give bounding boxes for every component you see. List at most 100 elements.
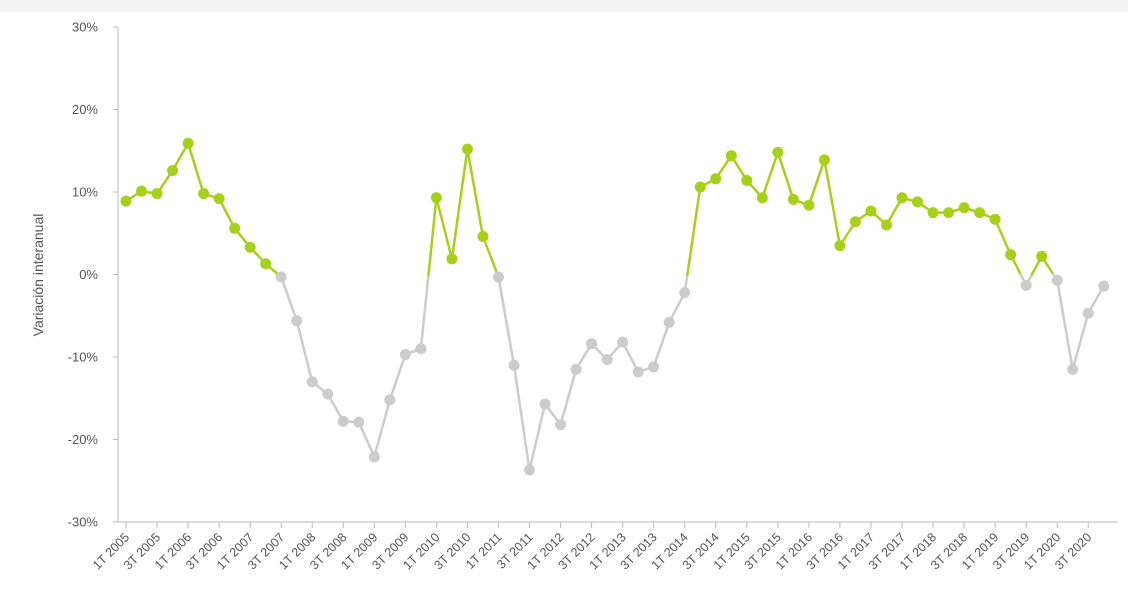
data-point	[539, 398, 551, 410]
data-point	[244, 241, 256, 253]
data-point	[943, 207, 955, 219]
data-point	[337, 415, 349, 427]
series-segment	[559, 368, 578, 426]
y-axis-label: Variación interanual	[30, 214, 46, 337]
series-segment	[186, 142, 205, 195]
data-point	[648, 361, 660, 373]
series-segment	[450, 147, 469, 261]
top-bar	[0, 0, 1128, 12]
data-point	[182, 137, 194, 149]
series-segment	[435, 196, 454, 261]
data-point	[508, 359, 520, 371]
data-point	[136, 185, 148, 197]
series-segment	[652, 321, 671, 369]
data-point	[213, 193, 225, 205]
data-point	[756, 192, 768, 204]
data-point	[787, 193, 799, 205]
data-point	[492, 271, 504, 283]
data-point	[151, 188, 163, 200]
series-segment	[497, 275, 516, 367]
data-point	[198, 188, 210, 200]
y-axis: 30% 20% 10% 0% -10% -20% -30%	[68, 20, 119, 530]
data-point	[1005, 249, 1017, 261]
y-tick-label: 0%	[79, 267, 98, 282]
data-point	[772, 146, 784, 158]
data-point	[989, 213, 1001, 225]
data-point	[1051, 274, 1063, 286]
data-point	[663, 316, 675, 328]
series-segment	[667, 291, 686, 324]
data-point	[353, 416, 365, 428]
data-point	[120, 195, 132, 207]
series-segment	[686, 185, 702, 276]
data-point	[477, 231, 489, 243]
series-segment	[419, 273, 430, 350]
y-tick-label: 10%	[72, 185, 98, 200]
data-point	[1020, 279, 1032, 291]
y-tick-label: -10%	[68, 350, 99, 365]
series-segment	[761, 151, 780, 200]
data-point	[570, 363, 582, 375]
series-segment	[481, 235, 499, 276]
data-point	[446, 253, 458, 265]
data-point	[617, 336, 629, 348]
series-segment	[466, 147, 485, 238]
data-point	[229, 222, 241, 234]
data-point	[415, 343, 427, 355]
data-point	[880, 219, 892, 231]
data-point	[1082, 307, 1094, 319]
data-point	[694, 181, 706, 193]
data-point	[834, 240, 846, 252]
series-segment	[528, 402, 547, 472]
data-point	[586, 338, 598, 350]
series-segment	[512, 364, 531, 472]
series-segment	[217, 197, 236, 230]
data-point	[725, 150, 737, 162]
y-tick-label: -30%	[68, 515, 99, 530]
series-segment	[1071, 312, 1090, 371]
data-point	[1098, 280, 1110, 292]
data-point	[974, 207, 986, 219]
data-point	[306, 376, 318, 388]
data-point	[384, 394, 396, 406]
data-point	[818, 154, 830, 166]
data-point	[927, 207, 939, 219]
data-point	[958, 202, 970, 214]
series-segment	[279, 275, 298, 322]
data-point	[632, 366, 644, 378]
data-point	[849, 216, 861, 228]
data-point	[167, 165, 179, 177]
series-segment	[807, 158, 826, 207]
data-point	[368, 451, 380, 463]
series-segment	[1055, 279, 1074, 371]
y-tick-label: -20%	[68, 432, 99, 447]
data-point	[896, 192, 908, 204]
data-point	[741, 174, 753, 186]
data-point	[322, 388, 334, 400]
series-segment	[823, 158, 842, 247]
data-point	[524, 464, 536, 476]
data-point	[679, 287, 691, 299]
series-lines	[124, 142, 1106, 472]
series-points	[120, 137, 1110, 476]
y-tick-label: 20%	[72, 102, 98, 117]
y-tick-label: 30%	[72, 20, 98, 35]
data-point	[399, 349, 411, 361]
data-point	[601, 353, 613, 365]
data-point	[275, 271, 287, 283]
data-point	[1036, 250, 1048, 262]
data-point	[260, 258, 272, 270]
series-segment	[373, 398, 392, 459]
series-segment	[621, 340, 640, 374]
data-point	[291, 315, 303, 327]
series-segment	[776, 151, 795, 201]
data-point	[865, 205, 877, 217]
series-segment	[993, 217, 1012, 256]
data-point	[555, 419, 567, 431]
data-point	[430, 192, 442, 204]
series-segment	[295, 319, 314, 383]
data-point	[912, 196, 924, 208]
data-point	[1067, 363, 1079, 375]
